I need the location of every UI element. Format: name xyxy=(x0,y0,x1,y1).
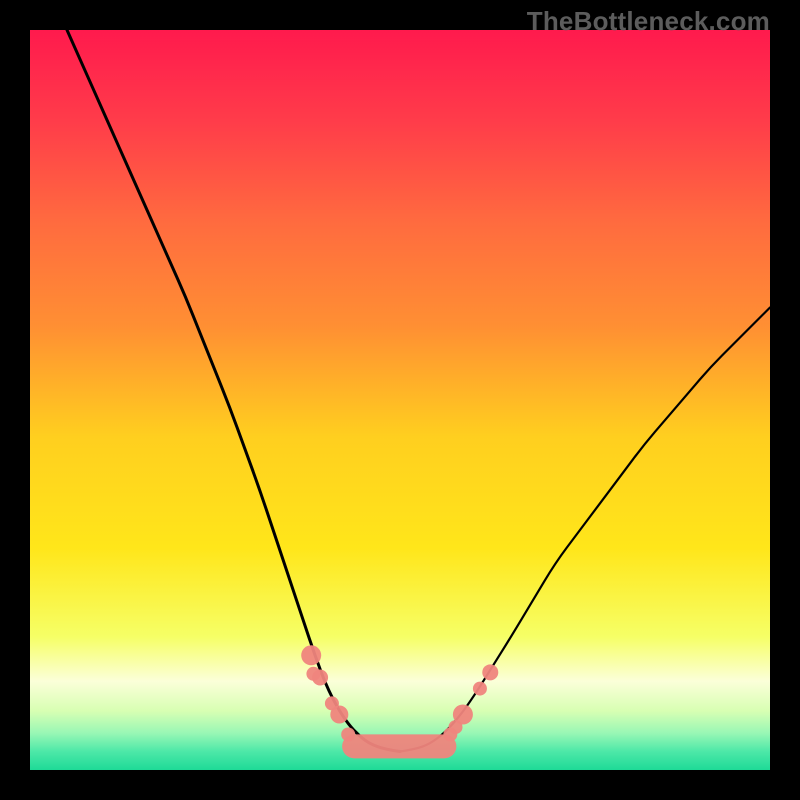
marker-pill-bottom-run xyxy=(342,734,456,758)
marker-bottom-run-0 xyxy=(341,727,355,741)
marker-right-cluster-1 xyxy=(449,720,463,734)
bottleneck-chart xyxy=(0,0,800,800)
marker-left-cluster-0 xyxy=(301,645,321,665)
plot-background xyxy=(30,30,770,770)
marker-right-cluster-2 xyxy=(473,682,487,696)
marker-right-cluster-3 xyxy=(482,664,498,680)
marker-left-cluster-4 xyxy=(330,706,348,724)
figure-root: TheBottleneck.com xyxy=(0,0,800,800)
watermark-text: TheBottleneck.com xyxy=(527,6,770,37)
marker-left-cluster-2 xyxy=(306,667,320,681)
